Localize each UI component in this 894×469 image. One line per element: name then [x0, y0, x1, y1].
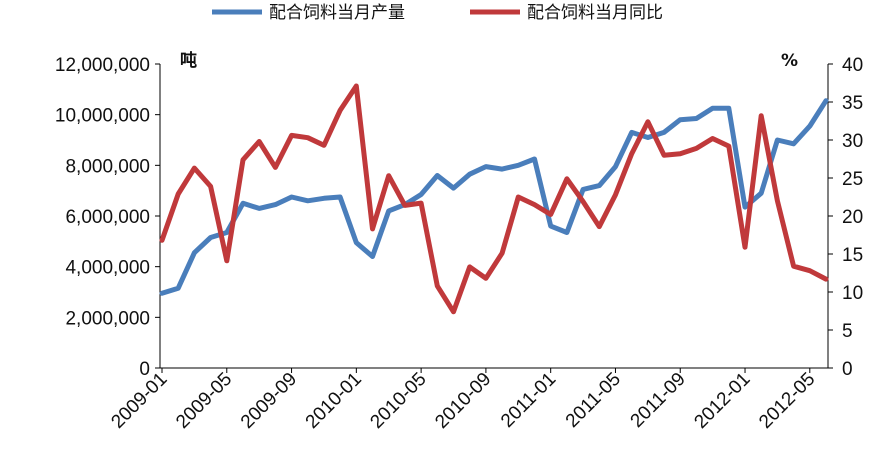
left-tick-label: 2,000,000: [65, 308, 150, 329]
right-tick-label: 0: [842, 359, 853, 380]
x-tick-label: 2011-09: [627, 369, 690, 432]
legend-label-production: 配合饲料当月产量: [269, 3, 405, 23]
x-tick-label: 2010-09: [431, 369, 495, 433]
left-tick-label: 12,000,000: [55, 55, 150, 76]
right-tick-label: 35: [842, 93, 863, 114]
series-lines: [159, 83, 829, 315]
x-tick-label: 2010-01: [302, 369, 366, 433]
left-tick-label: 6,000,000: [65, 207, 150, 228]
right-tick-label: 25: [842, 169, 863, 190]
left-tick-label: 0: [139, 359, 150, 380]
legend-label-yoy: 配合饲料当月同比: [527, 3, 663, 23]
right-tick-label: 10: [842, 283, 863, 304]
left-axis-unit: 吨: [180, 50, 197, 71]
left-tick-label: 4,000,000: [65, 258, 150, 279]
x-tick-label: 2012-01: [690, 369, 754, 433]
x-tick-label: 2009-09: [237, 369, 301, 433]
x-tick-label: 2011-01: [497, 369, 560, 432]
right-tick-label: 20: [842, 207, 863, 228]
right-tick-label: 30: [842, 131, 863, 152]
right-tick-label: 5: [842, 321, 853, 342]
series-line-production: [159, 98, 829, 296]
axes: 0 2,000,000 4,000,000 6,000,000 8,000,000 10,…: [55, 55, 863, 433]
x-tick-label: 2009-05: [172, 369, 236, 433]
right-axis-unit: %: [781, 51, 798, 71]
series-line-yoy: [159, 83, 829, 315]
left-tick-label: 8,000,000: [65, 156, 150, 177]
right-tick-label: 40: [842, 55, 863, 76]
x-tick-label: 2010-05: [366, 369, 430, 433]
x-tick-label: 2012-05: [755, 369, 819, 433]
right-tick-label: 15: [842, 245, 863, 266]
x-tick-label: 2011-05: [562, 369, 625, 432]
left-tick-label: 10,000,000: [55, 106, 150, 127]
legend: 配合饲料当月产量 配合饲料当月同比: [212, 3, 663, 23]
